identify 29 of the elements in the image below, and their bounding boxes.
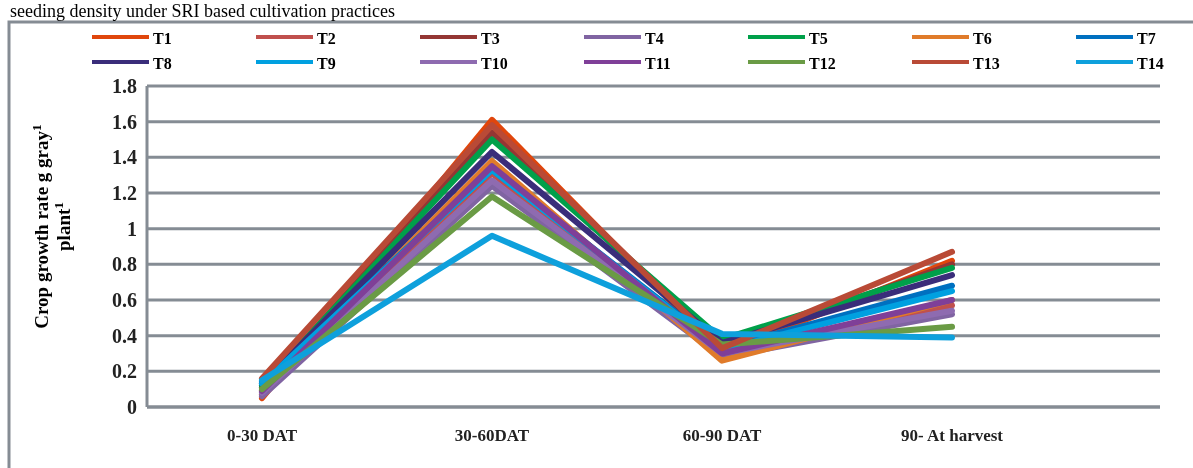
- legend-label: T13: [973, 55, 1000, 72]
- y-tick-label: 0.6: [112, 288, 137, 311]
- legend-label: T9: [317, 55, 336, 72]
- y-tick-label: 0.4: [112, 324, 137, 347]
- legend-label: T8: [153, 55, 172, 72]
- x-tick-label: 30-60DAT: [454, 426, 530, 446]
- y-tick-label: 1.4: [112, 146, 137, 169]
- legend-label: T7: [1137, 30, 1156, 47]
- legend-label: T4: [645, 30, 664, 47]
- y-tick-label: 1: [127, 217, 137, 240]
- legend-label: T6: [973, 30, 992, 47]
- y-tick-label: 1.8: [112, 74, 137, 97]
- legend-label: T5: [809, 30, 828, 47]
- y-tick-label: 1.6: [112, 110, 137, 133]
- x-tick-label: 60-90 DAT: [682, 426, 762, 446]
- y-tick-label: 1.2: [112, 181, 137, 204]
- y-tick-label: 0.8: [112, 253, 137, 276]
- y-tick-label: 0.2: [112, 360, 137, 383]
- chart-title: seeding density under SRI based cultivation practices: [10, 1, 395, 21]
- legend-label: T12: [809, 55, 836, 72]
- x-tick-label: 90- At harvest: [901, 426, 1004, 446]
- y-tick-label: 0: [127, 395, 137, 418]
- legend-label: T14: [1137, 55, 1164, 72]
- legend-label: T1: [153, 30, 172, 47]
- x-tick-label: 0-30 DAT: [226, 426, 298, 446]
- legend-label: T11: [645, 55, 671, 72]
- legend-label: T2: [317, 30, 336, 47]
- legend-label: T3: [481, 30, 500, 47]
- legend-label: T10: [481, 55, 508, 72]
